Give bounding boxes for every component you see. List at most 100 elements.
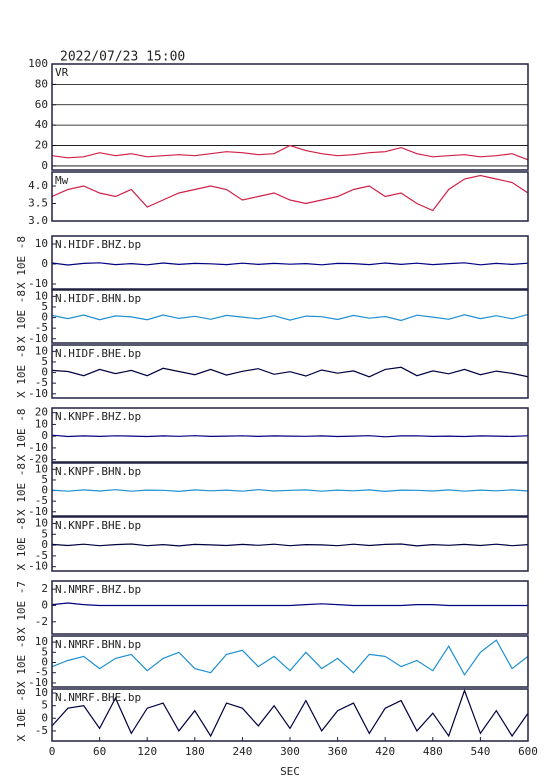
y-tick-label: 5 bbox=[41, 300, 48, 313]
y-tick-label: 0 bbox=[41, 257, 48, 270]
series-line bbox=[52, 174, 528, 212]
y-tick-label: -10 bbox=[28, 441, 48, 454]
y-tick-label: 0 bbox=[41, 159, 48, 172]
y-tick-label: 5 bbox=[41, 527, 48, 540]
panel-frame bbox=[51, 516, 529, 572]
y-tick-label: 100 bbox=[28, 57, 48, 70]
y-tick-label: 5 bbox=[41, 355, 48, 368]
series-line bbox=[52, 689, 528, 738]
y-tick-label: -5 bbox=[35, 549, 48, 562]
x-tick-label: 600 bbox=[518, 745, 538, 758]
y-axis-label: X 10E -8 bbox=[15, 635, 28, 688]
y-tick-label: 0 bbox=[41, 366, 48, 379]
y-tick-label: 20 bbox=[35, 406, 48, 419]
y-tick-label: -10 bbox=[28, 505, 48, 518]
panel-label: VR bbox=[55, 66, 69, 79]
series-line bbox=[52, 313, 528, 322]
x-tick-label: 180 bbox=[185, 745, 205, 758]
series-line bbox=[52, 639, 528, 676]
chart-title: 2022/07/23 15:00 bbox=[60, 50, 185, 65]
y-tick-label: -5 bbox=[35, 321, 48, 334]
series-line bbox=[52, 489, 528, 493]
panel-frame bbox=[51, 171, 529, 222]
series-line bbox=[52, 602, 528, 607]
y-tick-label: 5 bbox=[41, 645, 48, 658]
y-tick-label: 10 bbox=[35, 516, 48, 529]
y-tick-label: 0 bbox=[41, 484, 48, 497]
panel-label: N.KNPF.BHZ.bp bbox=[55, 410, 141, 423]
y-tick-label: -10 bbox=[28, 277, 48, 290]
y-tick-label: 0 bbox=[41, 598, 48, 611]
panel-frame bbox=[51, 462, 529, 517]
y-tick-label: 0 bbox=[41, 311, 48, 324]
y-tick-label: 0 bbox=[41, 538, 48, 551]
y-tick-label: 0 bbox=[41, 429, 48, 442]
panel-label: N.HIDF.BHE.bp bbox=[55, 347, 141, 360]
y-tick-label: -5 bbox=[35, 724, 48, 737]
y-tick-label: 10 bbox=[35, 417, 48, 430]
y-tick-label: 0 bbox=[41, 656, 48, 669]
panel-label: N.HIDF.BHN.bp bbox=[55, 292, 141, 305]
y-tick-label: -5 bbox=[35, 666, 48, 679]
y-tick-label: 10 bbox=[35, 462, 48, 475]
panel-frame bbox=[51, 289, 529, 344]
panel-label: N.KNPF.BHE.bp bbox=[55, 519, 141, 532]
panel-frame bbox=[51, 344, 529, 399]
y-tick-label: 40 bbox=[35, 118, 48, 131]
y-axis-label: X 10E -8 bbox=[15, 409, 28, 462]
y-tick-label: -20 bbox=[28, 453, 48, 466]
series-line bbox=[52, 262, 528, 266]
y-axis-label: X 10E -8 bbox=[15, 290, 28, 343]
y-tick-label: 20 bbox=[35, 139, 48, 152]
x-tick-label: 300 bbox=[280, 745, 300, 758]
x-tick-label: 120 bbox=[137, 745, 157, 758]
y-tick-label: -5 bbox=[35, 494, 48, 507]
series-line bbox=[52, 366, 528, 378]
x-tick-label: 0 bbox=[49, 745, 56, 758]
y-axis-label: X 10E -8 bbox=[15, 689, 28, 742]
y-tick-label: -5 bbox=[35, 376, 48, 389]
y-tick-label: -10 bbox=[28, 560, 48, 573]
panel-frame bbox=[51, 63, 529, 171]
y-tick-label: 10 bbox=[35, 635, 48, 648]
y-tick-label: -10 bbox=[28, 676, 48, 689]
panel-label: N.HIDF.BHZ.bp bbox=[55, 238, 141, 251]
x-tick-label: 60 bbox=[93, 745, 106, 758]
x-tick-label: 480 bbox=[423, 745, 443, 758]
y-tick-label: -10 bbox=[28, 332, 48, 345]
panel-label: N.KNPF.BHN.bp bbox=[55, 465, 141, 478]
panel-label: N.NMRF.BHZ.bp bbox=[55, 583, 141, 596]
panel-label: N.NMRF.BHE.bp bbox=[55, 691, 141, 704]
series-line bbox=[52, 543, 528, 547]
panel-label: Mw bbox=[55, 174, 69, 187]
series-line bbox=[52, 434, 528, 438]
y-tick-label: 5 bbox=[41, 473, 48, 486]
y-tick-label: -2 bbox=[35, 615, 48, 628]
y-axis-label: X 10E -8 bbox=[15, 463, 28, 516]
y-tick-label: 60 bbox=[35, 98, 48, 111]
y-axis-label: X 10E -8 bbox=[15, 518, 28, 571]
y-tick-label: 10 bbox=[35, 686, 48, 699]
y-tick-label: 0 bbox=[41, 711, 48, 724]
y-tick-label: 5 bbox=[41, 699, 48, 712]
panel-frame bbox=[51, 635, 529, 688]
y-tick-label: 10 bbox=[35, 344, 48, 357]
y-tick-label: 10 bbox=[35, 237, 48, 250]
y-tick-label: 10 bbox=[35, 289, 48, 302]
x-tick-label: 540 bbox=[470, 745, 490, 758]
y-tick-label: 3.5 bbox=[28, 197, 48, 210]
y-tick-label: -10 bbox=[28, 387, 48, 400]
y-tick-label: 3.0 bbox=[28, 214, 48, 227]
series-line bbox=[52, 144, 528, 161]
x-tick-label: 420 bbox=[375, 745, 395, 758]
x-tick-label: 240 bbox=[232, 745, 252, 758]
y-tick-label: 2 bbox=[41, 582, 48, 595]
y-axis-label: X 10E -7 bbox=[15, 581, 28, 634]
y-tick-label: 80 bbox=[35, 77, 48, 90]
panel-frame bbox=[51, 580, 529, 635]
y-axis-label: X 10E -8 bbox=[15, 345, 28, 398]
y-axis-label: X 10E -8 bbox=[15, 236, 28, 289]
x-axis-label: SEC bbox=[280, 765, 300, 778]
